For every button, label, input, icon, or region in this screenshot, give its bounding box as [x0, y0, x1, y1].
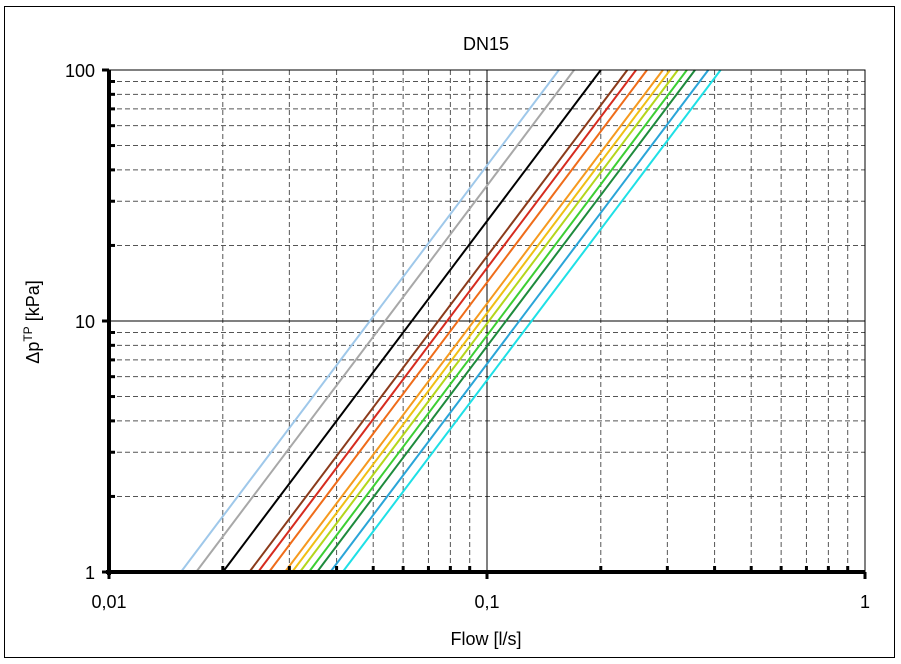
x-tick-label: 1: [860, 592, 870, 612]
series-line-6: [268, 69, 648, 573]
series-line-12: [329, 69, 710, 573]
y-axis-label-unit: [kPa]: [23, 280, 43, 326]
y-axis-label-superscript: TP: [21, 326, 35, 341]
series-line-4: [248, 69, 629, 573]
y-axis-label-main: Δp: [23, 342, 43, 364]
y-tick-label: 1: [85, 563, 95, 583]
series-line-10: [308, 69, 688, 573]
y-tick-label: 100: [65, 61, 95, 81]
series-line-13: [341, 69, 722, 573]
x-tick-label: 0,1: [474, 592, 499, 612]
y-tick-label: 10: [75, 312, 95, 332]
axes-layer: [102, 68, 867, 579]
series-line-2: [195, 69, 575, 573]
series-line-5: [257, 69, 637, 573]
series-line-7: [284, 69, 664, 573]
tick-labels: 0,01 0,1 1 1 10 100: [65, 61, 870, 612]
series-layer: [180, 69, 722, 573]
series-line-8: [291, 69, 671, 573]
series-line-1: [180, 69, 560, 573]
series-line-9: [299, 69, 679, 573]
series-line-11: [316, 69, 696, 573]
chart-title: DN15: [463, 34, 509, 54]
series-line-3: [222, 69, 602, 573]
x-tick-label: 0,01: [91, 592, 126, 612]
y-axis-label: ΔpTP [kPa]: [21, 280, 43, 363]
x-axis-label: Flow [l/s]: [450, 629, 521, 649]
